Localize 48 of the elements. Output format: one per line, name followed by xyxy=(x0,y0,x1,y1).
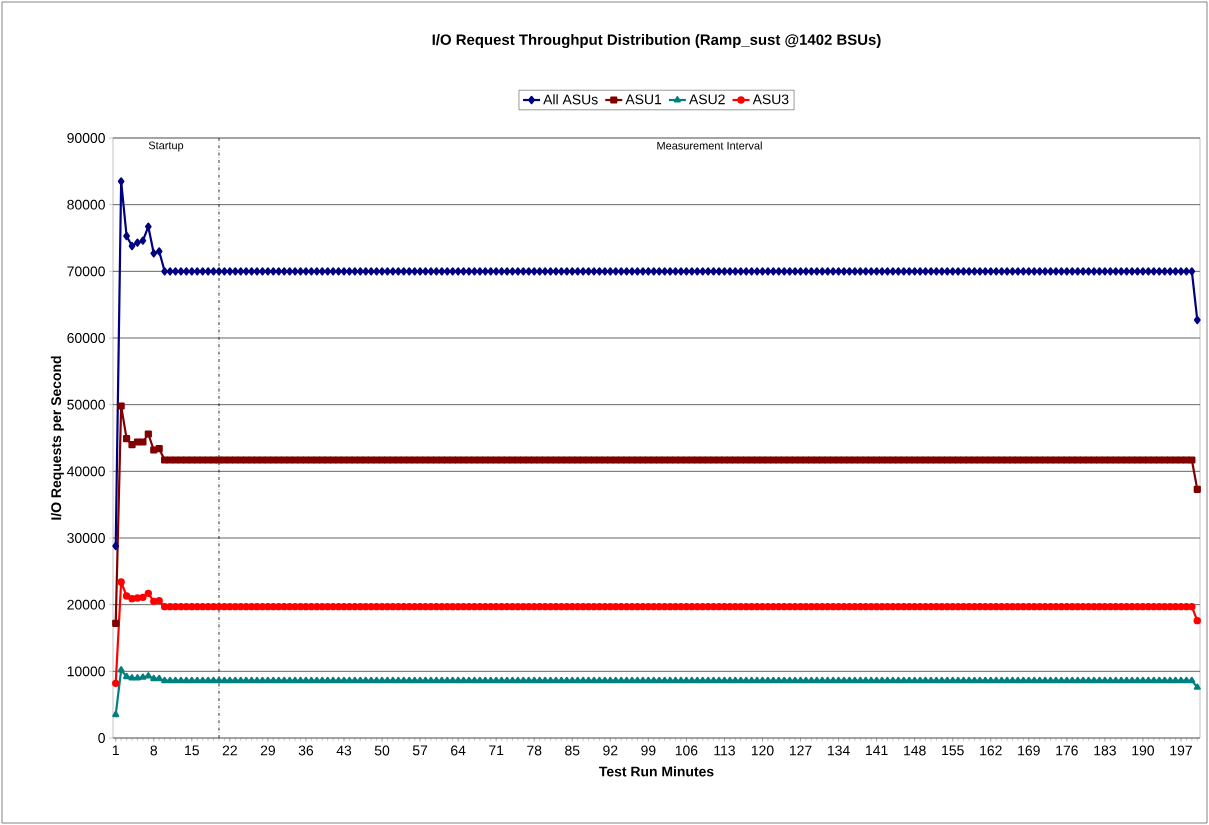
x-tick-label: 169 xyxy=(1018,745,1040,756)
x-tick-label: 197 xyxy=(1170,745,1192,756)
x-tick-label: 92 xyxy=(603,745,618,756)
x-axis-title: Test Run Minutes xyxy=(599,766,714,777)
x-tick-label: 190 xyxy=(1132,745,1155,756)
y-tick-label: 20000 xyxy=(67,599,105,610)
x-tick-label: 99 xyxy=(641,745,656,756)
x-tick-label: 162 xyxy=(980,745,1002,756)
y-tick-label: 40000 xyxy=(67,466,105,477)
x-tick-label: 120 xyxy=(751,745,774,756)
legend-label: All ASUs xyxy=(543,94,598,105)
legend-label: ASU2 xyxy=(689,94,725,105)
x-tick-label: 36 xyxy=(298,745,314,756)
x-tick-label: 15 xyxy=(185,745,199,756)
x-tick-label: 106 xyxy=(675,745,698,756)
x-tick-label: 85 xyxy=(565,745,580,756)
y-tick-label: 50000 xyxy=(67,399,105,410)
x-tick-label: 113 xyxy=(714,745,735,756)
legend-label: ASU1 xyxy=(625,94,662,105)
x-tick-label: 43 xyxy=(336,745,352,756)
x-tick-label: 64 xyxy=(451,745,466,756)
x-tick-label: 50 xyxy=(374,745,390,756)
x-tick-label: 134 xyxy=(828,745,850,756)
x-tick-label: 155 xyxy=(942,745,964,756)
y-tick-label: 90000 xyxy=(67,133,105,143)
x-tick-label: 141 xyxy=(866,745,888,756)
legend-label: ASU3 xyxy=(752,94,789,105)
x-tick-label: 71 xyxy=(489,745,504,756)
x-tick-label: 127 xyxy=(789,745,812,756)
y-tick-label: 30000 xyxy=(67,533,105,543)
x-tick-label: 176 xyxy=(1056,745,1078,756)
y-tick-label: 80000 xyxy=(67,199,105,210)
y-tick-label: 0 xyxy=(98,733,105,743)
y-tick-label: 10000 xyxy=(67,666,105,677)
x-tick-label: 78 xyxy=(527,745,542,756)
x-tick-label: 57 xyxy=(412,745,428,756)
x-tick-label: 29 xyxy=(260,745,275,756)
y-tick-label: 70000 xyxy=(67,266,105,277)
x-tick-label: 183 xyxy=(1094,745,1116,756)
x-tick-label: 148 xyxy=(904,745,926,756)
y-tick-label: 60000 xyxy=(67,333,105,343)
x-tick-label: 1 xyxy=(112,745,119,756)
annotation: Measurement Interval xyxy=(657,141,762,150)
y-axis-title: I/O Requests per Second xyxy=(50,356,64,520)
x-tick-label: 22 xyxy=(222,745,237,756)
annotation: Startup xyxy=(148,141,184,152)
chart-title: I/O Request Throughput Distribution (Ramp_sust @1402 BSUs) xyxy=(432,34,881,49)
x-tick-label: 8 xyxy=(150,745,158,756)
